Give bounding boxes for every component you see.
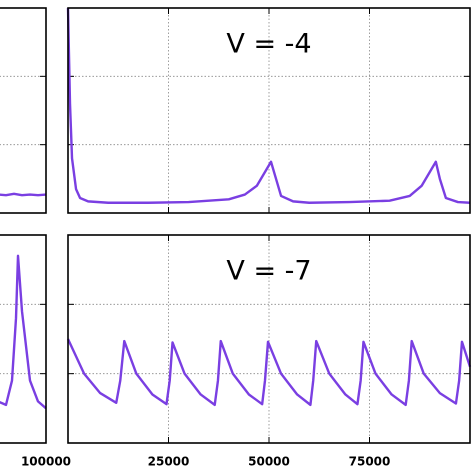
- panel-title: V = -7: [226, 256, 311, 287]
- data-line: [0, 192, 47, 197]
- x-tick-label: 100000: [21, 455, 71, 469]
- panel-title: V = -4: [226, 29, 311, 60]
- plot-frame: [0, 7, 47, 214]
- plot-frame: [67, 234, 471, 444]
- x-tick-label: 25000: [148, 455, 190, 469]
- plot-frame: [67, 7, 471, 214]
- x-tick-label: 50000: [248, 455, 290, 469]
- x-tick-label: 75000: [349, 455, 391, 469]
- plot-frame: [0, 234, 47, 444]
- data-line: [66, 338, 472, 407]
- data-line: [66, 7, 471, 204]
- data-line: [0, 254, 47, 410]
